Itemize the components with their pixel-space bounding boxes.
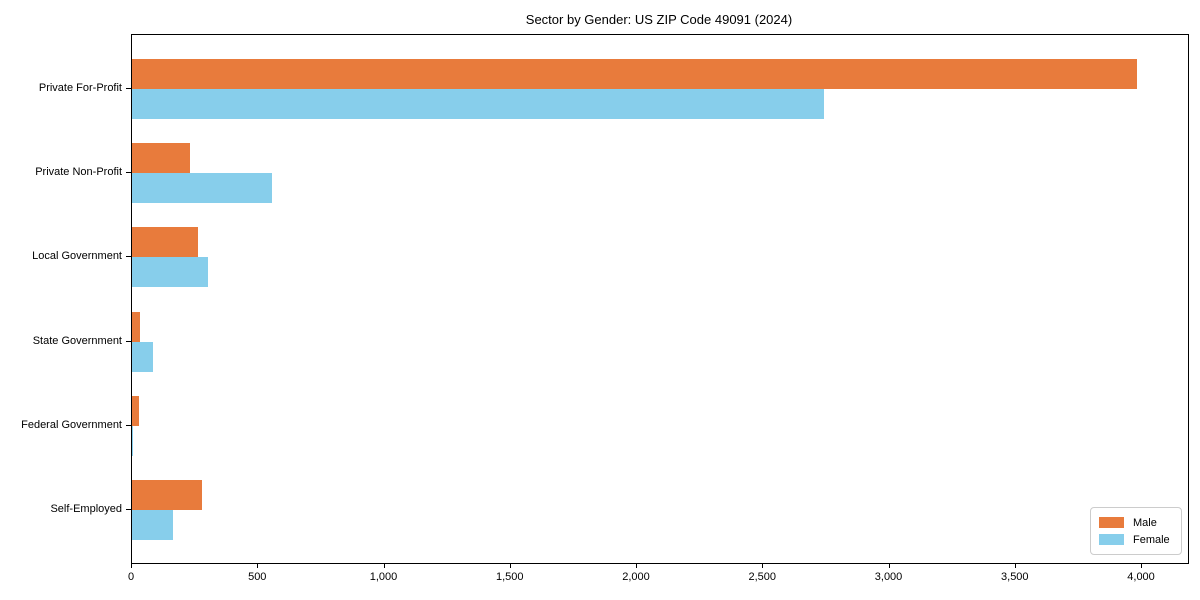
x-tick bbox=[509, 563, 511, 568]
bar-male-private-for-profit bbox=[132, 58, 1137, 89]
x-tick-label: 1,500 bbox=[496, 571, 524, 583]
bar-female-federal-government bbox=[132, 425, 134, 456]
legend: Male Female bbox=[1090, 507, 1182, 555]
x-tick-label: 500 bbox=[248, 571, 267, 583]
male-swatch-icon bbox=[1099, 517, 1124, 528]
bar-female-private-for-profit bbox=[132, 88, 824, 119]
y-tick bbox=[126, 172, 131, 174]
bar-male-state-government bbox=[132, 311, 140, 342]
x-tick-label: 0 bbox=[127, 571, 135, 583]
legend-item-male: Male bbox=[1099, 514, 1173, 531]
category-label-self-employed: Self-Employed bbox=[50, 502, 122, 515]
legend-label-female: Female bbox=[1133, 533, 1170, 546]
plot-area: Male Female bbox=[131, 34, 1189, 564]
category-label-local-government: Local Government bbox=[32, 250, 122, 263]
y-tick bbox=[126, 508, 131, 510]
x-tick bbox=[636, 563, 638, 568]
bar-female-self-employed bbox=[132, 509, 173, 540]
bar-male-federal-government bbox=[132, 395, 139, 426]
x-tick bbox=[888, 563, 890, 568]
bar-female-state-government bbox=[132, 341, 154, 372]
bar-female-private-non-profit bbox=[132, 173, 273, 204]
x-tick-label: 1,000 bbox=[369, 571, 398, 583]
bar-male-self-employed bbox=[132, 479, 203, 510]
x-tick bbox=[1014, 563, 1016, 568]
x-tick bbox=[383, 563, 385, 568]
y-tick bbox=[126, 87, 131, 89]
x-tick bbox=[131, 563, 132, 568]
category-label-private-for-profit: Private For-Profit bbox=[38, 81, 122, 94]
legend-label-male: Male bbox=[1133, 516, 1157, 529]
chart-title: Sector by Gender: US ZIP Code 49091 (202… bbox=[525, 12, 793, 27]
x-tick-label: 2,500 bbox=[748, 571, 777, 583]
bar-female-local-government bbox=[132, 257, 208, 288]
x-tick-label: 3,000 bbox=[874, 571, 903, 583]
category-label-private-non-profit: Private Non-Profit bbox=[35, 166, 122, 179]
bar-male-local-government bbox=[132, 227, 198, 258]
category-label-state-government: State Government bbox=[32, 334, 122, 347]
x-tick bbox=[762, 563, 764, 568]
legend-item-female: Female bbox=[1099, 531, 1173, 548]
x-tick bbox=[257, 563, 259, 568]
x-tick-label: 4,000 bbox=[1127, 571, 1155, 583]
female-swatch-icon bbox=[1099, 534, 1124, 545]
bar-male-private-non-profit bbox=[132, 143, 191, 174]
x-tick-label: 3,500 bbox=[1001, 571, 1029, 583]
x-tick bbox=[1141, 563, 1143, 568]
y-tick bbox=[126, 340, 131, 342]
category-label-federal-government: Federal Government bbox=[21, 418, 122, 431]
y-tick bbox=[126, 424, 131, 426]
y-tick bbox=[126, 256, 131, 258]
x-tick-label: 2,000 bbox=[622, 571, 650, 583]
